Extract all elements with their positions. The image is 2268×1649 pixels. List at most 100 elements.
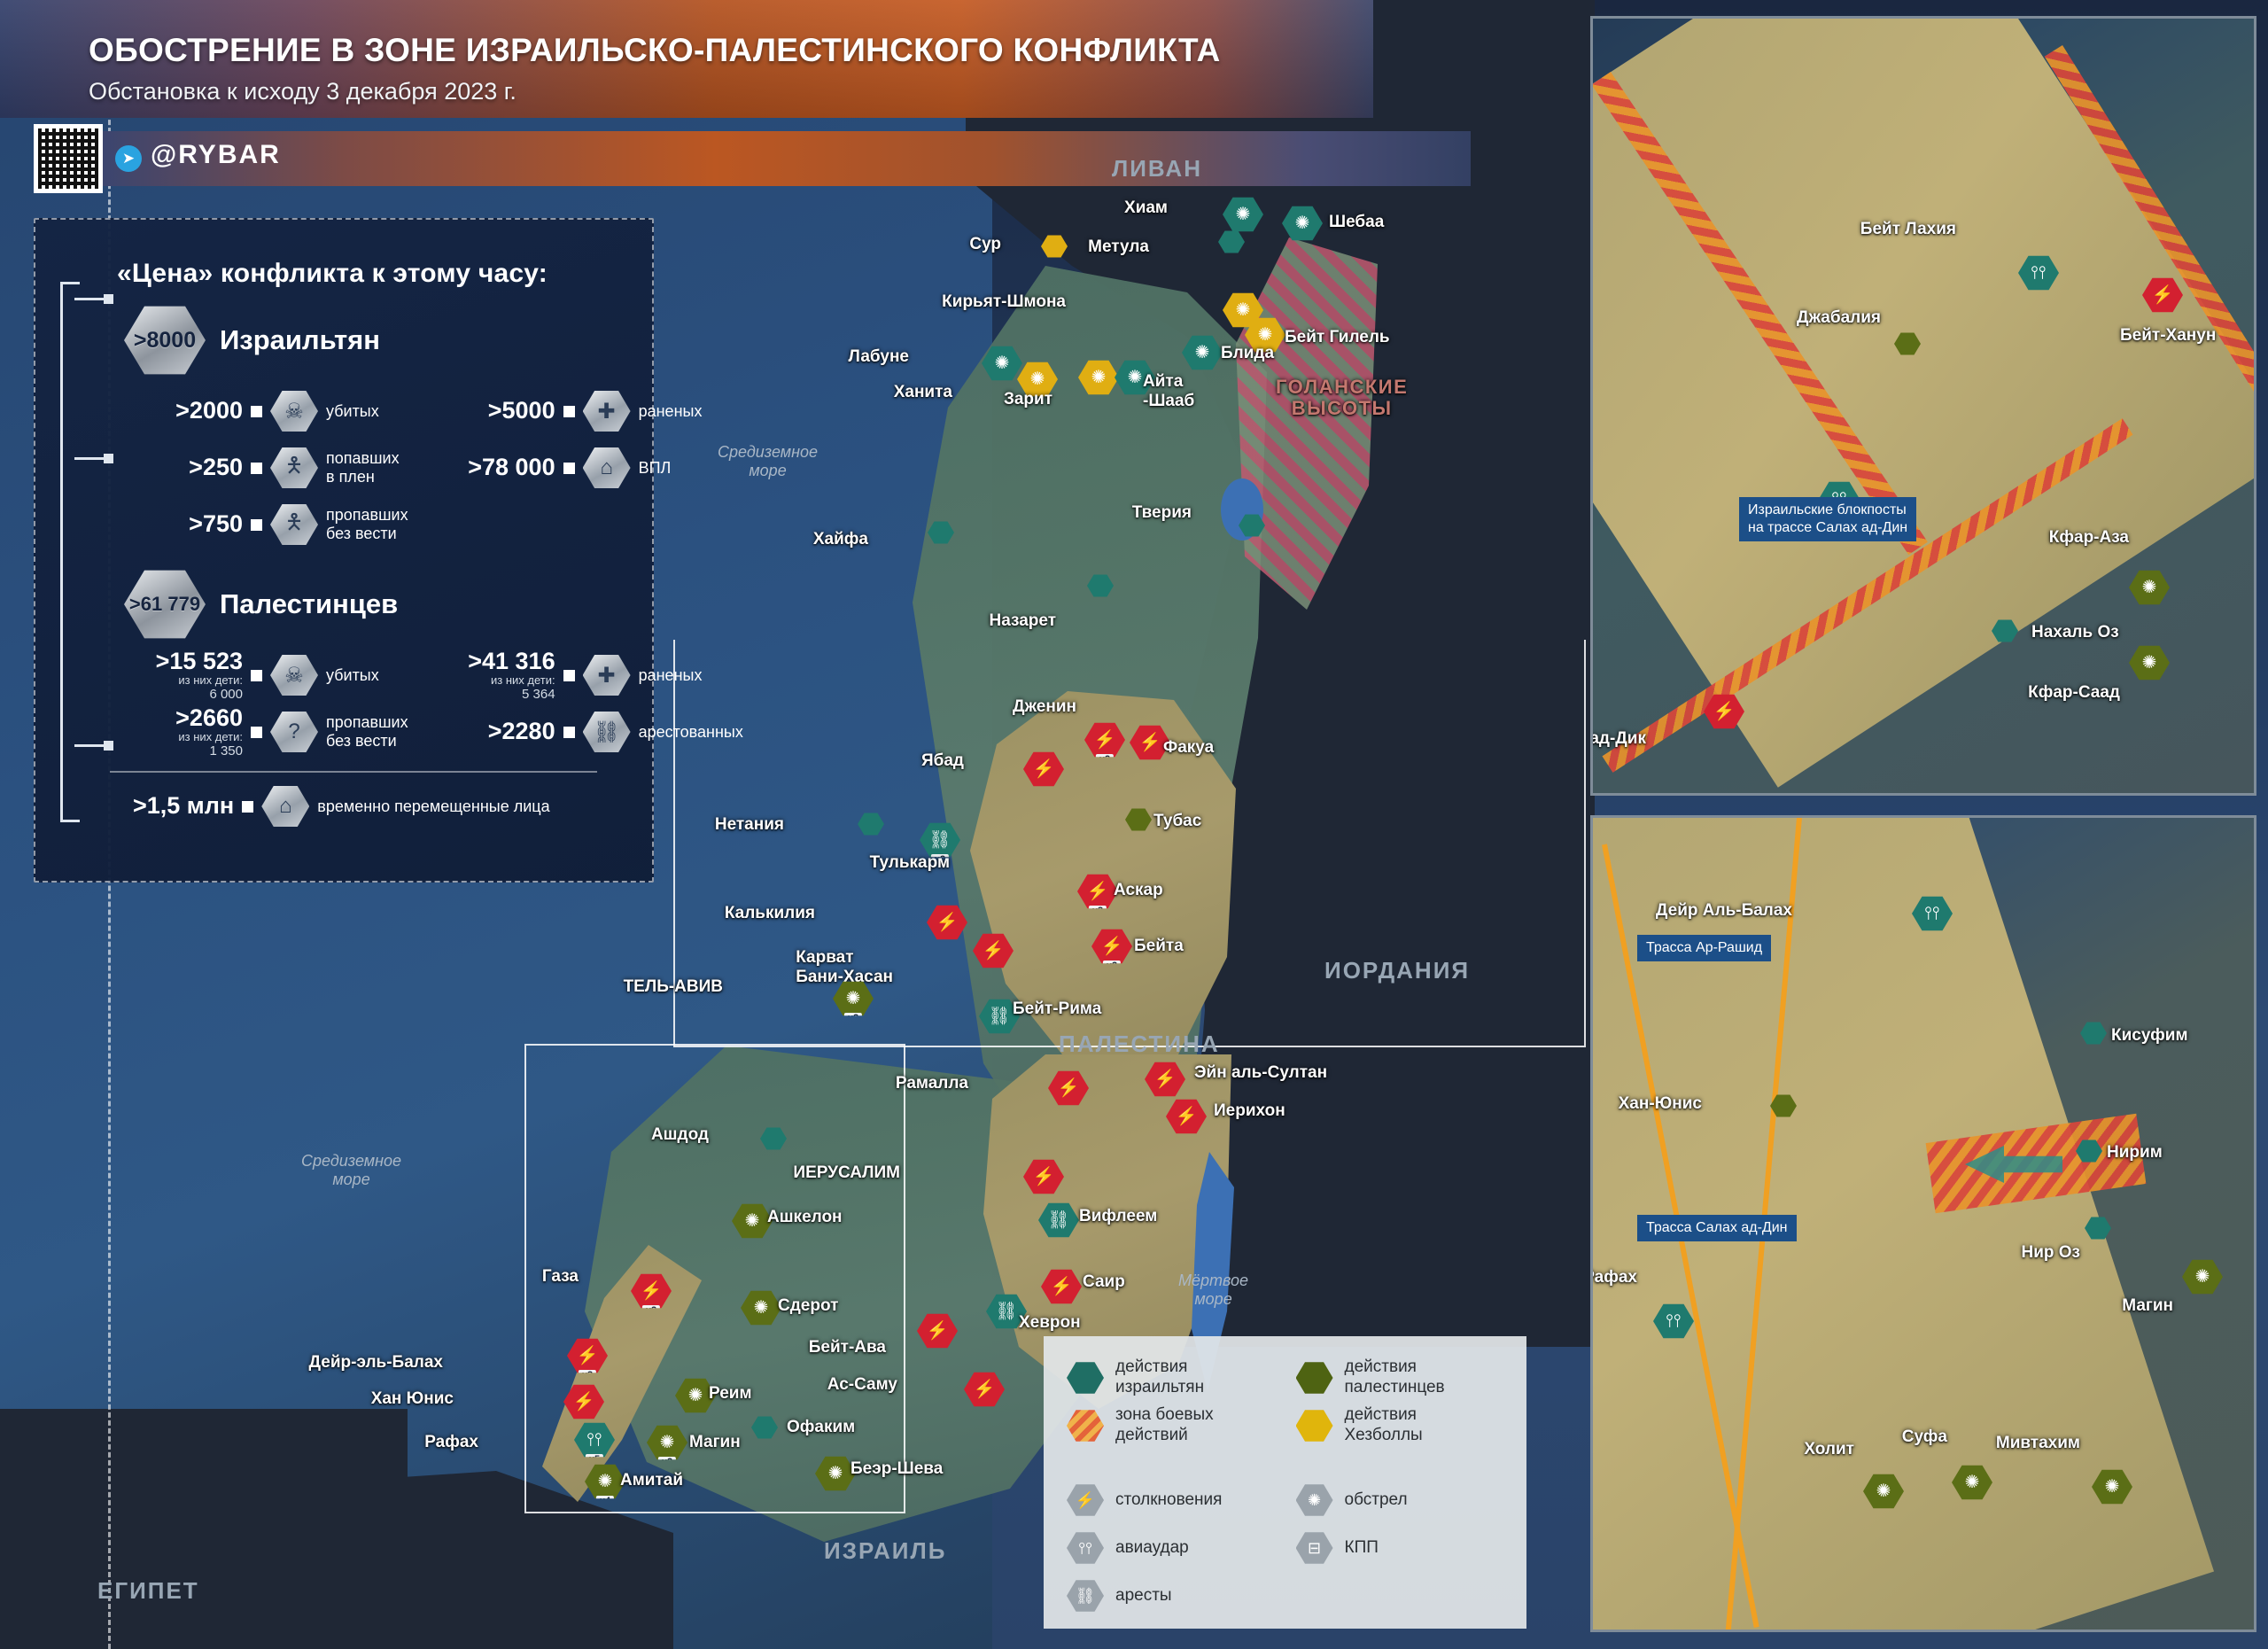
legend-label: обстрел: [1344, 1490, 1408, 1509]
map-marker-dot-icon[interactable]: [2076, 1140, 2102, 1163]
marker-count-badge: x2: [1095, 754, 1115, 758]
map-marker-blast-icon[interactable]: ✺: [1952, 1465, 1992, 1500]
map-place-label: Сдерот: [778, 1296, 839, 1315]
legend-item: зона боевых действий: [1067, 1404, 1275, 1448]
map-place-label: Ханита: [893, 383, 952, 401]
page-title: ОБОСТРЕНИЕ В ЗОНЕ ИЗРАИЛЬСКО-ПАЛЕСТИНСКО…: [89, 32, 1221, 68]
legend-label: КПП: [1344, 1537, 1379, 1557]
stat-value: >41 316 из них дети: 5 364: [423, 649, 555, 701]
map-place-label: ТЕЛЬ-АВИВ: [623, 977, 723, 996]
stat-row: >750 🯅 пропавших без вести: [110, 498, 408, 551]
stat-value: >2000: [175, 397, 243, 424]
connector-dash: [563, 726, 575, 738]
map-place-label: Рафах: [424, 1433, 478, 1451]
map-place-label: Амитай: [620, 1471, 684, 1490]
map-marker-dot-icon[interactable]: [760, 1127, 787, 1150]
map-place-label: Факуа: [1163, 738, 1215, 757]
connector-dash: [563, 462, 575, 474]
map-place-label: Хеврон: [1019, 1313, 1081, 1332]
stat-label: раненых: [638, 401, 703, 420]
map-place-label: Офаким: [787, 1418, 856, 1436]
handcuffs-icon: ⛓: [1067, 1580, 1104, 1612]
map-marker-blast-icon[interactable]: ✺: [1863, 1474, 1904, 1509]
stat-number: >2660: [175, 704, 243, 732]
map-marker-blast-icon[interactable]: ✺: [2182, 1259, 2223, 1295]
map-place-label: Дейр-эль-Балах: [308, 1353, 443, 1372]
stat-children-note: из них дети: 6 000: [178, 673, 243, 702]
map-place-label: Зарит: [1003, 390, 1052, 408]
bolt-icon: ⚡: [1067, 1484, 1104, 1516]
connector-dash: [251, 669, 262, 681]
stat-label: убитых: [326, 665, 379, 684]
marker-count-badge: x4: [595, 1496, 615, 1499]
stat-row: >2660 из них дети: 1 350 ? пропавших без…: [110, 705, 408, 758]
connector-dash: [251, 518, 262, 531]
stat-label: убитых: [326, 401, 379, 420]
map-marker-bolt-icon[interactable]: ⚡: [2142, 277, 2183, 313]
legend-label: аресты: [1115, 1585, 1172, 1605]
map-place-label: Тубас: [1153, 812, 1202, 830]
palestine-total-hex: >61 779: [124, 570, 206, 639]
airstrike-icon: ⫯⫯: [1067, 1532, 1104, 1564]
map-place-label: Реим: [709, 1384, 752, 1403]
stat-label: ВПЛ: [638, 458, 672, 477]
cross-icon: ✚: [582, 390, 631, 432]
map-place-label: Ашкелон: [767, 1208, 843, 1226]
stat-number: >41 316: [468, 648, 555, 675]
map-marker-dot-icon[interactable]: [2085, 1217, 2111, 1240]
map-marker-dot-icon[interactable]: [1770, 1094, 1797, 1117]
map-place-label: Суфа: [1901, 1427, 1947, 1446]
map-place-label: ИЕРУСАЛИМ: [793, 1163, 900, 1182]
brand-banner: [97, 131, 1471, 186]
connector-dash: [251, 405, 262, 417]
legend-item: ⫯⫯ авиаудар: [1067, 1526, 1275, 1570]
stat-value: >5000: [487, 397, 555, 424]
map-place-label: Блида: [1221, 344, 1275, 362]
qr-code-icon: [34, 124, 103, 193]
connector-dash: [251, 726, 262, 738]
inset-south-callout: Трасса Ар-Рашид: [1637, 935, 1772, 961]
map-water-label: Средиземное море: [718, 443, 819, 479]
stat-label: раненых: [638, 665, 703, 684]
map-marker-airstrike-icon[interactable]: ⫯⫯: [2018, 255, 2059, 291]
legend-item: ⛓ аресты: [1067, 1574, 1275, 1618]
map-place-label: Метула: [1088, 237, 1149, 256]
map-place-label: Хайфа: [812, 530, 868, 548]
map-legend: действия израильтян действия палестинцев…: [1044, 1336, 1526, 1629]
map-place-label: Мивтахим: [1995, 1434, 2080, 1452]
map-place-label: Калькилия: [724, 904, 815, 922]
map-place-label: Лабуне: [848, 347, 909, 366]
sinai-landmass: [0, 1409, 408, 1649]
inset-north-gaza: ⫯⫯Бейт ЛахияДжабалия⚡Бейт-Ханун⫯⫯ГАЗА✺Кф…: [1590, 16, 2256, 796]
map-place-label: Бейта: [1134, 937, 1184, 955]
blast-icon: ✺: [1295, 1484, 1333, 1516]
map-marker-dot-icon[interactable]: [2080, 1022, 2107, 1045]
stat-value: >2280: [487, 718, 555, 745]
barrier-icon: ⊟: [1295, 1532, 1333, 1564]
palestine-total-value: >61 779: [128, 593, 201, 615]
map-place-label: Хан Юнис: [370, 1389, 454, 1408]
inset-north-callout: Израильские блокпосты на трассе Салах ад…: [1739, 497, 1917, 541]
map-marker-dot-icon[interactable]: [751, 1416, 778, 1439]
map-place-label: Магин: [2122, 1296, 2173, 1315]
legend-label: зона боевых действий: [1115, 1405, 1214, 1444]
map-marker-airstrike-icon[interactable]: ⫯⫯: [1912, 896, 1953, 931]
skull-icon: ☠: [270, 654, 318, 696]
map-place-label: Бейт-Рима: [1013, 1000, 1102, 1018]
legend-label: столкновения: [1115, 1490, 1223, 1509]
map-marker-blast-icon[interactable]: ✺: [2129, 570, 2170, 605]
map-marker-blast-icon[interactable]: ✺: [2092, 1469, 2132, 1505]
map-place-label: Назарет: [989, 611, 1056, 630]
captive-icon: 🯅: [270, 447, 318, 489]
cross-icon: ✚: [582, 654, 631, 696]
connector-dash: [242, 800, 254, 813]
map-place-label: Карват Бани-Хасан: [796, 948, 893, 986]
map-marker-blast-icon[interactable]: ✺: [2129, 645, 2170, 681]
stat-label: временно перемещенные лица: [317, 797, 550, 815]
map-place-label: Нетания: [714, 815, 784, 834]
stat-label: пропавших без вести: [326, 713, 408, 750]
legend-item: действия палестинцев: [1295, 1356, 1504, 1400]
legend-item: ⊟ КПП: [1295, 1526, 1504, 1570]
israel-total-hex: >8000: [124, 306, 206, 375]
displaced-icon: ⌂: [261, 785, 310, 828]
